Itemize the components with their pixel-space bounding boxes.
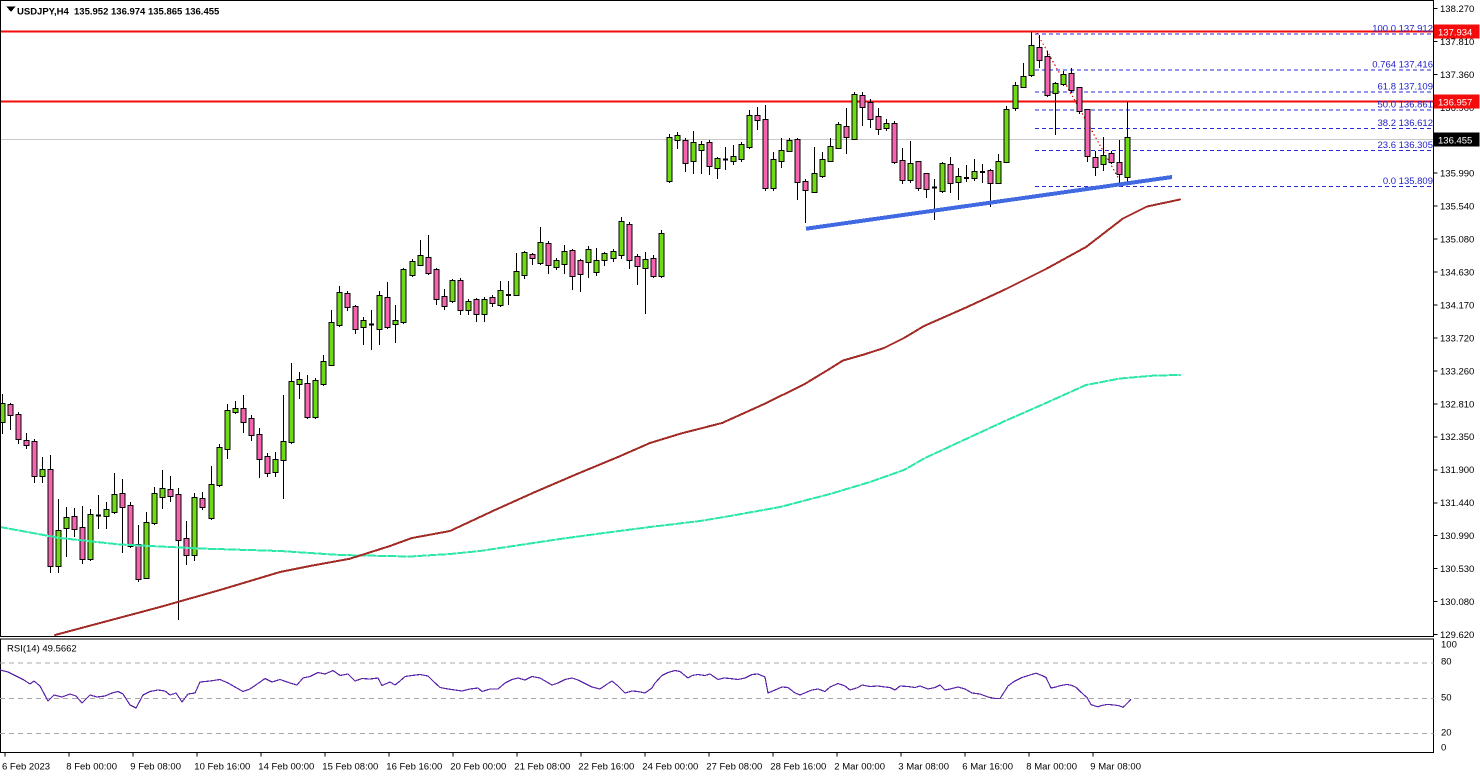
svg-text:21 Feb 08:00: 21 Feb 08:00 — [514, 761, 570, 772]
svg-text:136.957: 136.957 — [1438, 98, 1472, 109]
svg-text:6 Feb 2023: 6 Feb 2023 — [2, 761, 50, 772]
svg-text:129.620: 129.620 — [1440, 630, 1474, 641]
svg-text:27 Feb 08:00: 27 Feb 08:00 — [706, 761, 762, 772]
svg-text:137.810: 137.810 — [1440, 37, 1474, 48]
svg-text:3 Mar 08:00: 3 Mar 08:00 — [898, 761, 949, 772]
svg-text:38.2 136.612: 38.2 136.612 — [1378, 118, 1433, 129]
svg-text:136.455: 136.455 — [1438, 136, 1472, 147]
svg-text:22 Feb 16:00: 22 Feb 16:00 — [578, 761, 634, 772]
svg-text:134.170: 134.170 — [1440, 300, 1474, 311]
svg-text:135.080: 135.080 — [1440, 235, 1474, 246]
svg-text:9 Feb 08:00: 9 Feb 08:00 — [130, 761, 181, 772]
svg-text:RSI(14) 49.5662: RSI(14) 49.5662 — [7, 644, 77, 655]
svg-text:131.900: 131.900 — [1440, 465, 1474, 476]
svg-text:135.540: 135.540 — [1440, 202, 1474, 213]
svg-text:USDJPY,H4 135.952 136.974 135: USDJPY,H4 135.952 136.974 135.865 136.45… — [17, 7, 220, 18]
svg-text:0.764 137.416: 0.764 137.416 — [1372, 60, 1433, 71]
svg-text:133.720: 133.720 — [1440, 333, 1474, 344]
svg-text:100: 100 — [1441, 640, 1457, 651]
svg-text:2 Mar 00:00: 2 Mar 00:00 — [834, 761, 885, 772]
svg-text:6 Mar 16:00: 6 Mar 16:00 — [962, 761, 1013, 772]
svg-text:137.360: 137.360 — [1440, 70, 1474, 81]
svg-text:132.810: 132.810 — [1440, 399, 1474, 410]
svg-text:137.934: 137.934 — [1438, 28, 1472, 39]
svg-text:14 Feb 00:00: 14 Feb 00:00 — [258, 761, 314, 772]
svg-text:135.990: 135.990 — [1440, 169, 1474, 180]
svg-text:130.530: 130.530 — [1440, 564, 1474, 575]
svg-text:100.0 137.912: 100.0 137.912 — [1372, 24, 1433, 35]
svg-text:0.0 135.809: 0.0 135.809 — [1383, 176, 1433, 187]
svg-text:80: 80 — [1441, 657, 1452, 668]
svg-text:132.350: 132.350 — [1440, 432, 1474, 443]
svg-text:16 Feb 16:00: 16 Feb 16:00 — [386, 761, 442, 772]
svg-text:20: 20 — [1441, 728, 1452, 739]
svg-text:10 Feb 16:00: 10 Feb 16:00 — [194, 761, 250, 772]
svg-text:28 Feb 16:00: 28 Feb 16:00 — [770, 761, 826, 772]
svg-text:50: 50 — [1441, 693, 1452, 704]
svg-text:0: 0 — [1441, 743, 1446, 754]
svg-text:24 Feb 00:00: 24 Feb 00:00 — [642, 761, 698, 772]
svg-text:9 Mar 08:00: 9 Mar 08:00 — [1090, 761, 1141, 772]
svg-text:23.6 136.305: 23.6 136.305 — [1378, 140, 1433, 151]
svg-text:133.260: 133.260 — [1440, 366, 1474, 377]
svg-text:8 Mar 00:00: 8 Mar 00:00 — [1026, 761, 1077, 772]
svg-text:130.080: 130.080 — [1440, 597, 1474, 608]
svg-text:50.0 136.861: 50.0 136.861 — [1378, 100, 1433, 111]
svg-text:8 Feb 00:00: 8 Feb 00:00 — [66, 761, 117, 772]
svg-text:61.8 137.109: 61.8 137.109 — [1378, 82, 1433, 93]
svg-text:131.440: 131.440 — [1440, 498, 1474, 509]
svg-text:134.630: 134.630 — [1440, 268, 1474, 279]
svg-text:138.270: 138.270 — [1440, 4, 1474, 15]
svg-text:130.990: 130.990 — [1440, 531, 1474, 542]
svg-text:15 Feb 08:00: 15 Feb 08:00 — [322, 761, 378, 772]
svg-text:20 Feb 00:00: 20 Feb 00:00 — [450, 761, 506, 772]
